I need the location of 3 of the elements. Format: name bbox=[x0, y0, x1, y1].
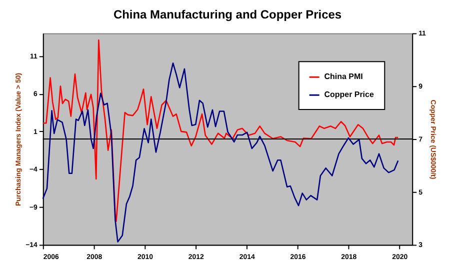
legend-label: Copper Price bbox=[324, 90, 374, 100]
chart-title: China Manufacturing and Copper Prices bbox=[113, 7, 342, 22]
legend-label: China PMI bbox=[324, 72, 363, 82]
